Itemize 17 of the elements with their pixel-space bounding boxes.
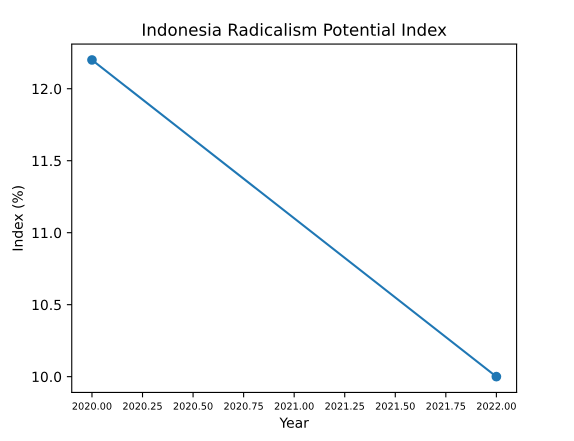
x-axis-title: Year	[279, 418, 309, 428]
x-tick-label: 2021.75	[426, 402, 466, 410]
chart-title: Indonesia Radicalism Potential Index	[143, 23, 446, 36]
x-tick-label: 2020.50	[174, 402, 213, 410]
x-tick-label: 2020.25	[123, 402, 162, 410]
y-tick-label: 11.5	[32, 156, 61, 166]
x-tick-label: 2021.00	[274, 402, 314, 410]
y-tick-label: 12.0	[32, 84, 62, 94]
y-tick-label: 11.0	[32, 228, 62, 238]
x-tick-label: 2021.25	[325, 402, 364, 410]
x-tick-label: 2020.75	[224, 402, 263, 410]
y-tick-label: 10.5	[32, 300, 61, 310]
y-axis-title: Index (%)	[12, 186, 24, 250]
y-tick-label: 10.0	[32, 372, 62, 382]
x-tick-label: 2021.50	[376, 402, 415, 410]
x-tick-label: 2020.00	[72, 402, 112, 410]
x-tick-label: 2022.00	[476, 402, 516, 410]
